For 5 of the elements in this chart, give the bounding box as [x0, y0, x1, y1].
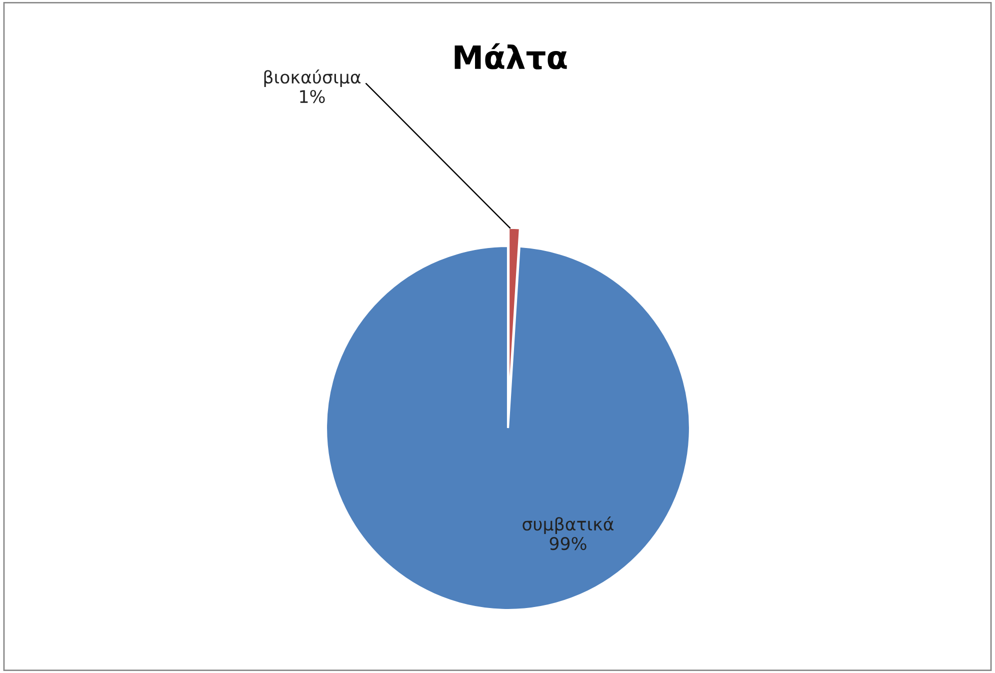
- data-label: 1%: [300, 90, 325, 104]
- chart-title: Μάλτα: [454, 43, 567, 70]
- slice-label: βιοκαύσιμα: [264, 70, 360, 88]
- slice-label: συμβατικά: [522, 516, 614, 534]
- data-label: 99%: [550, 536, 586, 550]
